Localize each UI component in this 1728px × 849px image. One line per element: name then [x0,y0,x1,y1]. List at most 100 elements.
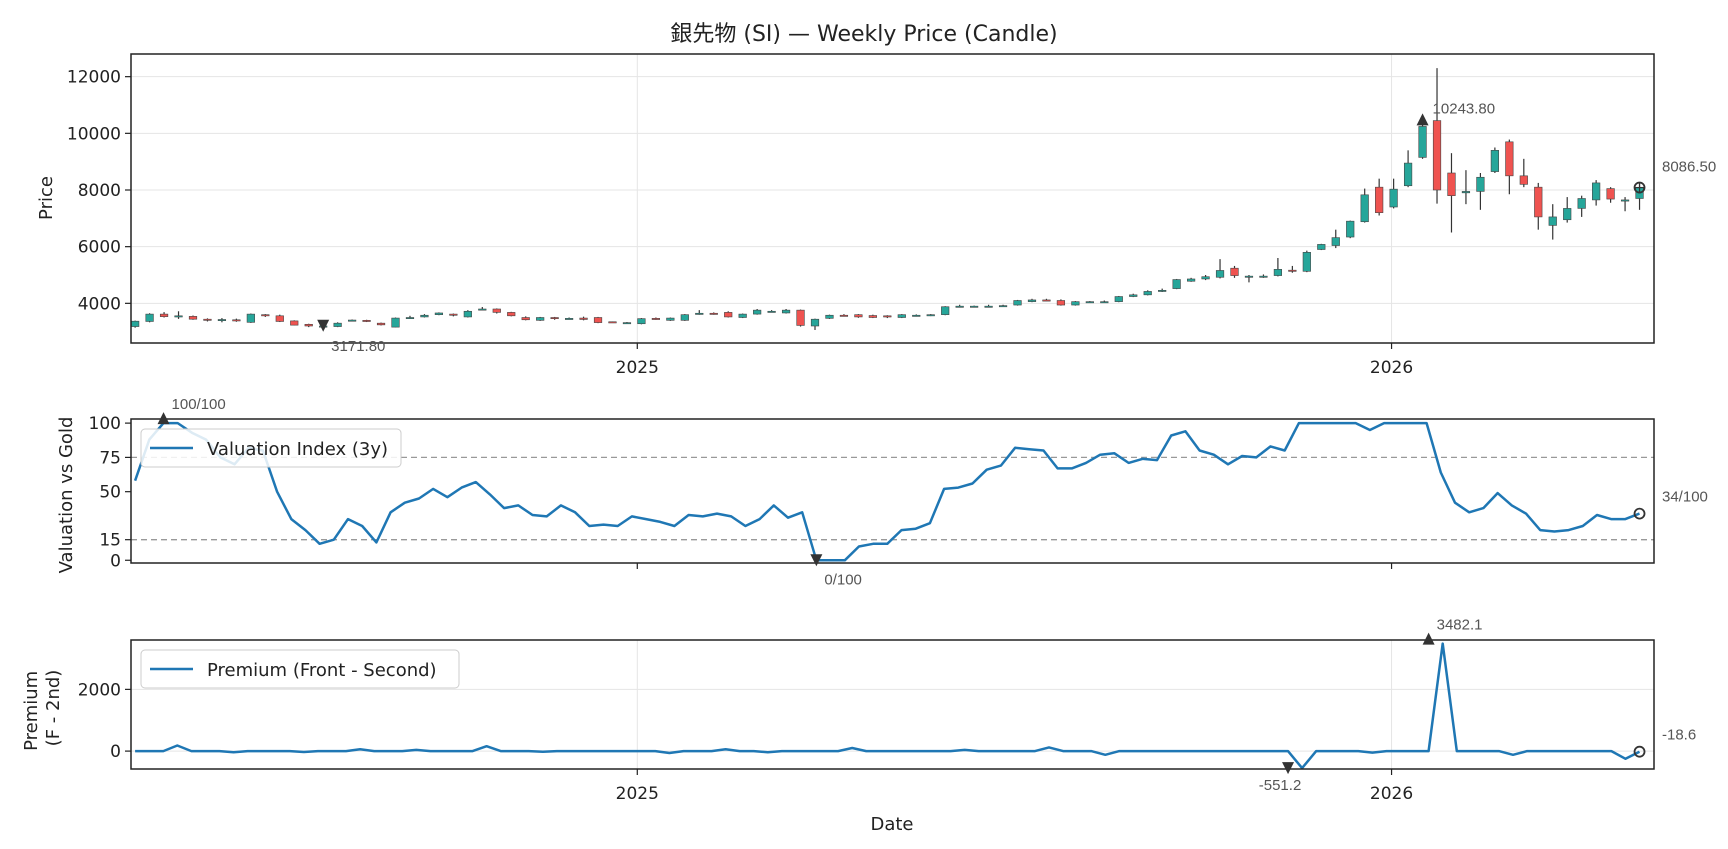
valuation-frame [130,418,1655,564]
premium-y-label-line1: Premium [21,671,42,751]
candle-body [405,317,415,320]
x-axis-label: Date [870,814,913,835]
premium-series-line [135,642,1641,770]
candle-body [1172,279,1181,289]
candle-body [1013,300,1022,306]
price-min-marker [317,319,330,332]
candle-body [376,322,386,326]
valuation-legend-label: Valuation Index (3y) [207,439,388,460]
candle-body [883,315,892,318]
premium-last-label: -18.6 [1662,727,1696,744]
price-last-label: 8086.50 [1662,159,1716,176]
candle-body [810,318,820,327]
candle-body [275,315,284,322]
candle-body [1534,186,1543,218]
valuation-annotations: 100/100 0/100 34/100 [157,396,1708,588]
candle-body [145,313,154,322]
premium-legend: Premium (Front - Second) [140,649,460,689]
candle-body [1201,276,1210,280]
valuation-y-tick-label: 15 [99,531,121,551]
candle-body [1071,301,1080,306]
candle-body [1606,188,1615,200]
candle-body [1620,199,1630,202]
candle-body [1331,237,1340,246]
candle-body [637,318,646,325]
price-max-label: 10243.80 [1433,100,1496,117]
candle-body [1273,269,1282,276]
price-y-tick-label: 6000 [78,238,121,258]
candle-body [1215,270,1225,278]
price-y-label: Price [36,176,57,220]
candle-body [955,305,964,308]
candle-body [767,310,776,313]
candle-body [941,306,950,315]
candle-body [1114,296,1123,302]
price-annotations: 10243.80 3171.80 8086.50 [317,100,1716,355]
candle-body [1592,182,1601,201]
candle-body [1346,220,1355,238]
candle-body [536,317,545,321]
price-x-tick-label: 2026 [1370,358,1413,378]
price-y-tick-label: 4000 [78,294,121,314]
candle-body [753,309,762,315]
candle-body [564,318,574,320]
candle-body [1519,175,1528,185]
candle-body [290,320,299,326]
valuation-y-tick-label: 0 [110,551,121,571]
price-frame [130,53,1655,344]
candle-body [1461,191,1471,194]
valuation-y-tick-label: 100 [89,414,121,434]
valuation-max-marker [157,412,170,425]
candle-body [1447,172,1456,196]
candle-body [1259,275,1268,278]
candle-body [1230,267,1239,276]
candle-body [709,312,718,315]
premium-annotations: 3482.1 -551.2 -18.6 [1259,617,1696,794]
candle-body [261,314,270,317]
candle-body [1577,198,1586,209]
candle-body [839,314,849,317]
candle-body [391,317,400,328]
price-max-marker [1416,113,1429,126]
candle-body [781,309,791,314]
candle-body [912,314,921,317]
candle-body [174,315,183,318]
candle-body [984,305,993,308]
candle-body [463,310,472,318]
candle-body [203,318,212,321]
premium-y-tick-label: 2000 [78,680,121,700]
candle-body [246,313,255,323]
candle-body [1042,299,1051,302]
candle-body [1187,278,1196,282]
premium-y-label: Premium (F - 2nd) [21,665,64,751]
valuation-last-label: 34/100 [1662,489,1708,506]
valuation-legend: Valuation Index (3y) [140,428,402,468]
candle-body [608,321,617,324]
candle-body [1244,275,1254,278]
candle-body [434,312,444,315]
premium-x-tick-label: 2026 [1370,784,1413,804]
candle-body [1490,150,1499,172]
chart-title: 銀先物 (SI) — Weekly Price (Candle) [670,22,1057,47]
premium-min-label: -551.2 [1259,777,1302,794]
candle-body [1100,301,1109,304]
premium-y-ticks: 0 2000 [78,680,131,762]
candle-body [521,317,530,321]
candle-body [897,314,906,318]
price-grid [131,54,1654,343]
premium-min-marker [1282,762,1295,775]
candle-body [1302,252,1311,272]
candle-body [188,316,198,320]
candle-body [1418,126,1427,158]
candle-body [970,305,979,308]
candle-body [579,317,588,320]
valuation-x-ticks [636,563,1393,569]
valuation-y-label: Valuation vs Gold [56,417,77,574]
premium-frame [130,639,1655,770]
candle-body [622,322,632,325]
candle-body [1432,120,1442,191]
candle-body [217,319,227,321]
candle-body [1027,299,1037,302]
candle-body [449,313,458,316]
price-x-ticks: 2025 2026 [616,343,1413,378]
